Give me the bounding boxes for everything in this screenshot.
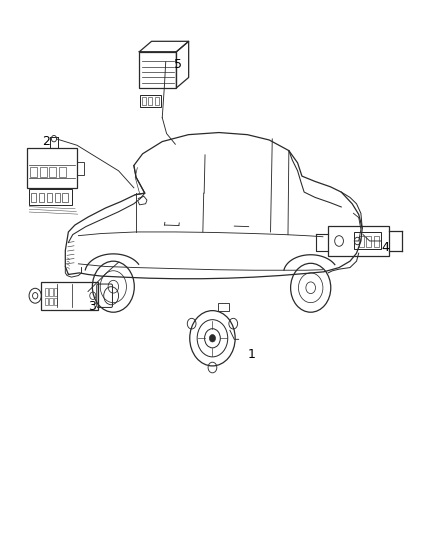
Text: 3: 3 [88, 300, 96, 313]
Text: 1: 1 [248, 348, 256, 361]
Text: 5: 5 [173, 58, 181, 71]
Text: 4: 4 [381, 241, 389, 254]
Text: 2: 2 [42, 135, 50, 148]
Circle shape [209, 335, 215, 342]
